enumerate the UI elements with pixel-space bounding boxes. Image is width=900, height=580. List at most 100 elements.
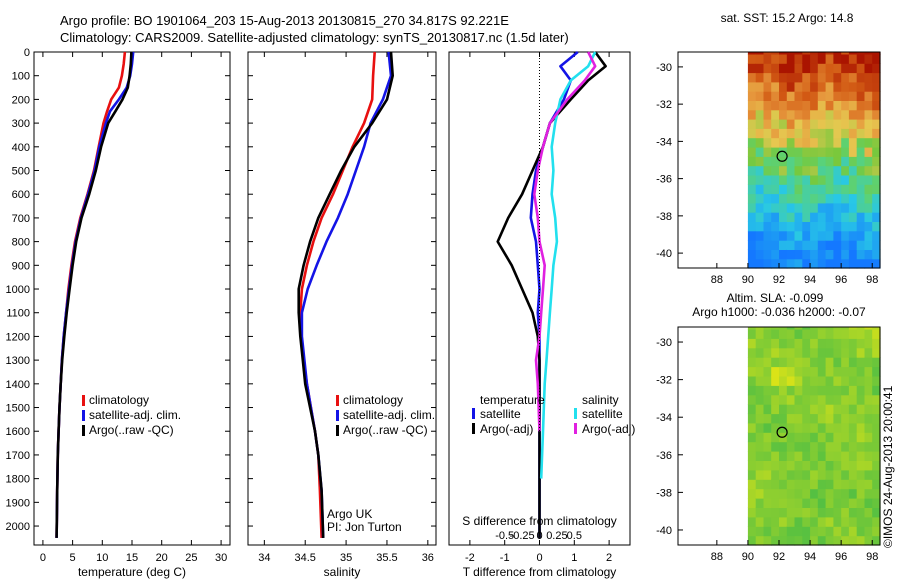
map-cell — [833, 441, 842, 452]
map-cell — [833, 507, 842, 518]
map-cell — [747, 385, 757, 396]
map-cell — [763, 413, 772, 424]
y-tick-label: -38 — [656, 211, 672, 223]
map-cell — [779, 338, 788, 349]
map-cell — [747, 249, 757, 260]
map-cell — [747, 347, 757, 358]
map-cell — [825, 385, 834, 396]
map-cell — [817, 526, 827, 537]
map-cell — [833, 249, 842, 260]
map-cell — [856, 230, 866, 241]
map-cell — [794, 413, 803, 424]
map-cell — [794, 327, 803, 330]
x-tick-label: 35.5 — [376, 552, 397, 564]
map-cell — [763, 366, 772, 377]
map-cell — [771, 128, 780, 139]
map-cell — [771, 63, 780, 74]
map-cell — [810, 72, 819, 83]
map-cell — [817, 119, 827, 129]
map-cell — [802, 516, 811, 527]
map-cell — [825, 413, 834, 424]
y-tick-label: 1400 — [6, 379, 30, 391]
map-cell — [755, 52, 765, 55]
map-cell — [786, 72, 796, 83]
map-cell — [825, 202, 834, 213]
map-cell — [848, 404, 858, 415]
map-cell — [833, 328, 842, 339]
map-cell — [802, 451, 811, 461]
map-cell — [872, 535, 881, 546]
map-cell — [841, 469, 850, 480]
map-cell — [864, 394, 873, 405]
legend-title: temperature — [480, 393, 545, 407]
map-cell — [848, 357, 858, 368]
map-cell — [864, 128, 873, 139]
map-cell — [833, 451, 842, 461]
map-cell — [771, 526, 780, 537]
map-cell — [779, 174, 788, 185]
map-cell — [864, 100, 873, 111]
map-cell — [755, 488, 765, 499]
map-cell — [779, 128, 788, 139]
map-cell — [771, 498, 780, 508]
map-cell — [802, 240, 811, 250]
map-cell — [848, 422, 858, 433]
map-cell — [755, 479, 765, 490]
y-tick-label: 900 — [12, 260, 30, 272]
map-cell — [802, 81, 811, 92]
map-cell — [802, 119, 811, 129]
map-cell — [872, 258, 881, 269]
map-cell — [817, 240, 827, 250]
map-cell — [817, 327, 827, 330]
map-cell — [779, 91, 788, 101]
map-cell — [810, 385, 819, 396]
map-cell — [763, 327, 772, 330]
map-cell — [841, 91, 850, 101]
map-cell — [856, 327, 866, 330]
map-cell — [794, 404, 803, 415]
map-cell — [794, 328, 803, 339]
map-cell — [825, 535, 834, 546]
map-cell — [755, 174, 765, 185]
map-cell — [841, 184, 850, 195]
map-cell — [810, 212, 819, 222]
map-cell — [841, 347, 850, 358]
map-cell — [755, 81, 765, 92]
x-tick-label: -1 — [500, 552, 510, 564]
x-tick-label: 1 — [571, 552, 577, 564]
map-cell — [755, 498, 765, 508]
map-cell — [817, 498, 827, 508]
top-tick-label: -0.25 — [510, 530, 535, 542]
map-cell — [779, 109, 788, 120]
map-cell — [825, 249, 834, 260]
map-cell — [833, 212, 842, 222]
map-cell — [841, 385, 850, 396]
map-cell — [779, 81, 788, 92]
map-cell — [747, 394, 757, 405]
map-cell — [794, 385, 803, 396]
x-tick-label: 92 — [773, 551, 785, 563]
map-cell — [802, 385, 811, 396]
map-cell — [872, 119, 881, 129]
map-cell — [802, 91, 811, 101]
map-cell — [833, 174, 842, 185]
map-cell — [872, 385, 881, 396]
series-line-climatology — [298, 51, 376, 538]
map-cell — [771, 394, 780, 405]
map-cell — [771, 422, 780, 433]
map-cell — [864, 488, 873, 499]
map-cell — [779, 375, 788, 386]
map-cell — [817, 441, 827, 452]
map-cell — [810, 488, 819, 499]
y-tick-label: 2000 — [6, 521, 30, 533]
x-tick-label: 30 — [215, 552, 227, 564]
map-cell — [771, 240, 780, 250]
map-cell — [763, 174, 772, 185]
y-tick-label: -34 — [656, 412, 672, 424]
series-line-salinity-argo-adj- — [532, 51, 597, 432]
map-cell — [848, 81, 858, 92]
map-cell — [856, 193, 866, 204]
map-cell — [747, 193, 757, 204]
map-cell — [864, 81, 873, 92]
map-cell — [841, 413, 850, 424]
